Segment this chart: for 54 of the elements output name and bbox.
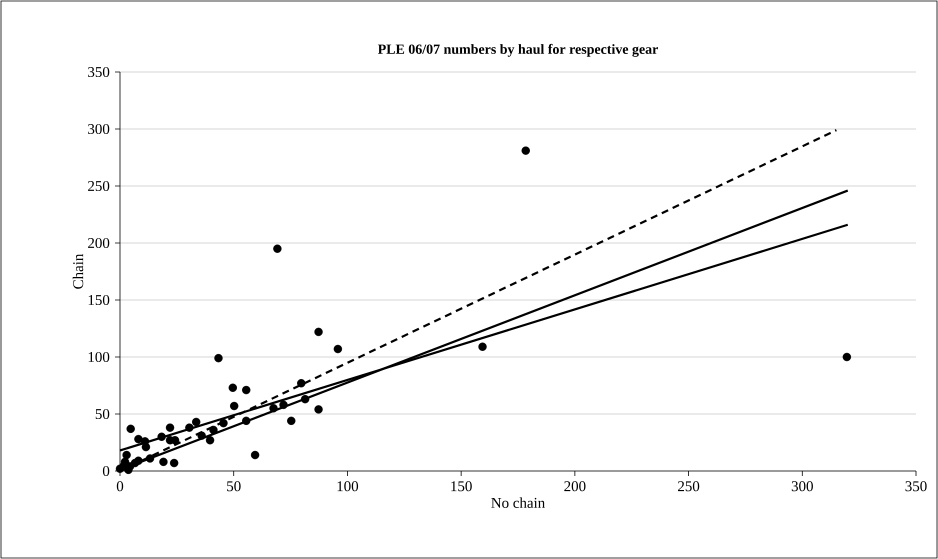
y-tick-label: 0 [102, 466, 110, 476]
point [157, 432, 166, 441]
point [522, 146, 530, 155]
point [230, 402, 238, 410]
point [842, 352, 852, 362]
point [134, 434, 143, 444]
point [209, 426, 218, 434]
point [219, 418, 228, 428]
point [287, 416, 296, 426]
x-tick-label: 0 [116, 481, 124, 492]
y-tick-label: 250 [88, 180, 110, 192]
point [185, 423, 194, 432]
point [146, 454, 154, 463]
point [206, 436, 214, 444]
y-tick-label: 150 [88, 294, 110, 306]
point [192, 418, 200, 426]
y-tick-label: 50 [96, 408, 110, 420]
point [273, 244, 282, 253]
point [279, 400, 288, 410]
point [170, 458, 178, 468]
x-tick-label: 150 [451, 481, 472, 492]
point [142, 442, 150, 452]
y-tick-label: 100 [88, 352, 110, 362]
x-axis-title: No chain [491, 497, 545, 508]
point [314, 405, 323, 414]
point [166, 423, 174, 432]
point [214, 354, 223, 362]
y-tick-label: 300 [88, 124, 110, 134]
x-tick-label: 200 [564, 481, 586, 492]
point [269, 404, 278, 412]
x-tick-label: 50 [227, 481, 241, 492]
point [478, 342, 487, 351]
x-tick-label: 300 [792, 481, 813, 492]
point [314, 328, 323, 336]
x-tick-label: 250 [678, 481, 700, 492]
y-tick-label: 200 [88, 238, 110, 248]
point [297, 379, 306, 388]
point [228, 384, 238, 392]
point [130, 458, 140, 468]
point [197, 431, 206, 440]
point [126, 424, 135, 434]
point [300, 394, 310, 404]
y-axis-title: Chain [72, 254, 84, 289]
x-tick-label: 100 [338, 481, 358, 492]
point [116, 464, 124, 473]
x-tick-label: 350 [906, 481, 927, 492]
point [122, 450, 131, 460]
point [159, 458, 168, 466]
point [242, 386, 250, 394]
point [334, 344, 342, 354]
point [242, 416, 250, 426]
chart-title: PLE 06/07 numbers by haul for respective gear [378, 44, 658, 57]
point [250, 450, 260, 460]
y-tick-label: 350 [88, 66, 110, 78]
